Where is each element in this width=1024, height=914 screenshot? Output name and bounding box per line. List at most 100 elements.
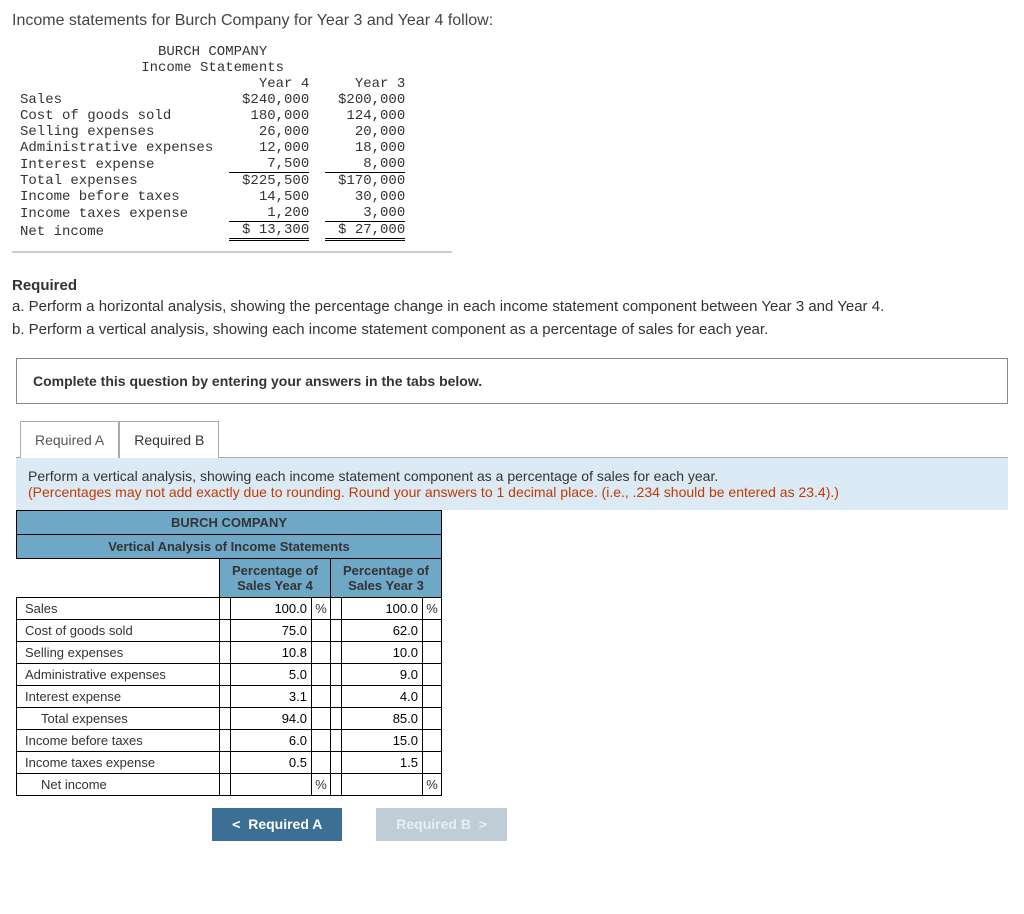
percent-sign: % [422, 774, 441, 795]
percent-sign [422, 752, 441, 773]
income-row-y4: $ 13,300 [221, 222, 317, 241]
cell-tick [331, 686, 342, 707]
va-cell [331, 620, 442, 642]
percent-input[interactable] [231, 730, 311, 751]
income-row-y4: 12,000 [221, 140, 317, 156]
percent-input[interactable] [342, 642, 422, 663]
percent-input[interactable] [231, 686, 311, 707]
va-cell [220, 752, 331, 774]
va-cell: % [220, 774, 331, 796]
intro-text: Income statements for Burch Company for … [12, 12, 1012, 30]
va-row-label: Income taxes expense [17, 752, 220, 774]
col-year4: Year 4 [221, 76, 317, 92]
income-row-y4: $225,500 [221, 173, 317, 189]
tab-prompt-main: Perform a vertical analysis, showing eac… [28, 468, 718, 484]
income-row-label: Administrative expenses [12, 140, 221, 156]
income-company: BURCH COMPANY [12, 44, 413, 60]
tab-required-b[interactable]: Required B [119, 421, 219, 458]
percent-sign [422, 664, 441, 685]
tab-strip: Required ARequired B [20, 420, 1012, 457]
va-company: BURCH COMPANY [17, 511, 442, 535]
va-col-year3: Percentage of Sales Year 3 [331, 559, 442, 598]
va-cell [331, 708, 442, 730]
income-row-y3: 8,000 [317, 156, 413, 173]
income-row-y4: 7,500 [221, 156, 317, 173]
percent-input[interactable] [342, 730, 422, 751]
percent-sign [311, 730, 330, 751]
tab-required-a[interactable]: Required A [20, 421, 119, 458]
next-label: Required B [396, 816, 471, 832]
percent-input[interactable] [231, 620, 311, 641]
va-cell [331, 642, 442, 664]
income-row-y3: $170,000 [317, 173, 413, 189]
va-cell [331, 664, 442, 686]
va-row-label: Income before taxes [17, 730, 220, 752]
va-cell [331, 686, 442, 708]
percent-sign [311, 752, 330, 773]
cell-tick [331, 774, 342, 795]
percent-input[interactable] [342, 752, 422, 773]
percent-input[interactable] [342, 598, 422, 619]
percent-input[interactable] [342, 686, 422, 707]
cell-tick [220, 664, 231, 685]
tab-prompt-warn: (Percentages may not add exactly due to … [28, 484, 839, 500]
nav-buttons: < Required A Required B > [212, 808, 1012, 841]
percent-input[interactable] [231, 664, 311, 685]
chevron-left-icon: < [232, 817, 240, 833]
percent-sign: % [311, 774, 330, 795]
va-row-label: Net income [17, 774, 220, 796]
divider [12, 251, 452, 253]
percent-sign [311, 620, 330, 641]
cell-tick [331, 642, 342, 663]
va-cell: % [220, 598, 331, 620]
required-a-text: a. Perform a horizontal analysis, showin… [12, 296, 1012, 317]
percent-input[interactable] [231, 774, 311, 795]
percent-input[interactable] [231, 642, 311, 663]
cell-tick [331, 664, 342, 685]
vertical-analysis-table: BURCH COMPANY Vertical Analysis of Incom… [16, 510, 442, 796]
percent-input[interactable] [342, 708, 422, 729]
va-cell [331, 730, 442, 752]
cell-tick [220, 686, 231, 707]
percent-input[interactable] [231, 752, 311, 773]
income-row-y4: 26,000 [221, 124, 317, 140]
percent-sign: % [311, 598, 330, 619]
required-b-text: b. Perform a vertical analysis, showing … [12, 319, 1012, 340]
va-cell: % [331, 598, 442, 620]
prev-button[interactable]: < Required A [212, 808, 342, 841]
va-row-label: Administrative expenses [17, 664, 220, 686]
va-row-label: Selling expenses [17, 642, 220, 664]
income-row-label: Sales [12, 92, 221, 108]
instruction-box: Complete this question by entering your … [16, 358, 1008, 404]
va-cell [220, 708, 331, 730]
next-button[interactable]: Required B > [376, 808, 507, 841]
cell-tick [220, 752, 231, 773]
percent-sign [311, 664, 330, 685]
percent-sign [422, 730, 441, 751]
percent-input[interactable] [342, 664, 422, 685]
income-subtitle: Income Statements [12, 60, 413, 76]
cell-tick [331, 730, 342, 751]
va-row-label: Interest expense [17, 686, 220, 708]
percent-sign [311, 686, 330, 707]
va-cell [220, 642, 331, 664]
percent-input[interactable] [231, 598, 311, 619]
va-col-year4: Percentage of Sales Year 4 [220, 559, 331, 598]
va-title: Vertical Analysis of Income Statements [17, 535, 442, 559]
percent-sign [311, 642, 330, 663]
va-row-label: Total expenses [17, 708, 220, 730]
va-row-label: Sales [17, 598, 220, 620]
cell-tick [220, 598, 231, 619]
required-heading: Required [12, 277, 1012, 294]
income-row-label: Net income [12, 222, 221, 241]
cell-tick [220, 620, 231, 641]
income-row-label: Selling expenses [12, 124, 221, 140]
percent-input[interactable] [342, 774, 422, 795]
income-row-y3: 124,000 [317, 108, 413, 124]
percent-input[interactable] [231, 708, 311, 729]
percent-input[interactable] [342, 620, 422, 641]
cell-tick [331, 708, 342, 729]
income-row-y4: 14,500 [221, 189, 317, 205]
percent-sign [422, 686, 441, 707]
income-row-y3: $ 27,000 [317, 222, 413, 241]
